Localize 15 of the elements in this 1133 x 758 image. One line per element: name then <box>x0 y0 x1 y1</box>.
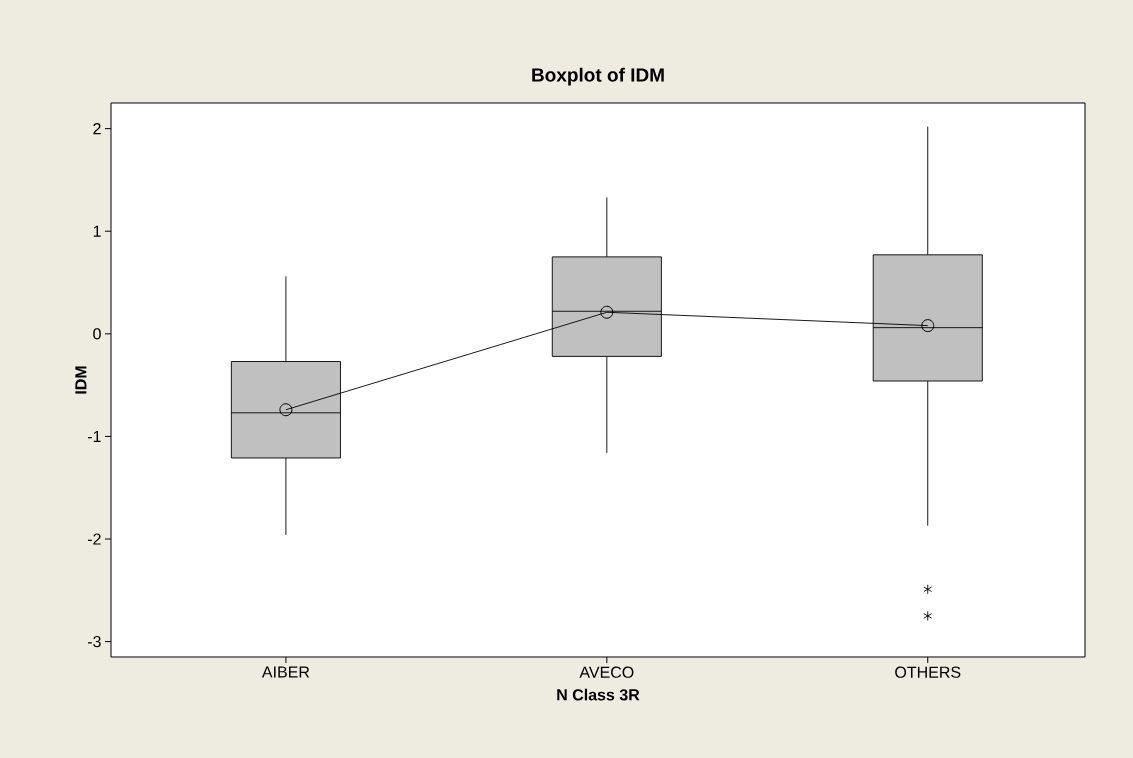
x-axis-title: N Class 3R <box>557 688 640 701</box>
y-tick-label: -2 <box>87 533 101 545</box>
x-tick-label: OTHERS <box>895 666 961 678</box>
y-tick-label: 2 <box>93 123 101 135</box>
y-axis-title: IDM <box>75 366 87 394</box>
point <box>600 305 614 319</box>
y-tick-label: 0 <box>93 328 101 340</box>
y-tick-label: -3 <box>87 635 101 648</box>
y-tick-label: -1 <box>87 430 101 442</box>
point <box>921 319 935 333</box>
x-tick-label: AIBER <box>261 666 310 678</box>
chart-title: Boxplot of IDM <box>532 67 664 86</box>
y-tick-label: 1 <box>93 225 101 237</box>
point <box>279 403 293 417</box>
x-tick-label: AVECO <box>579 666 634 678</box>
